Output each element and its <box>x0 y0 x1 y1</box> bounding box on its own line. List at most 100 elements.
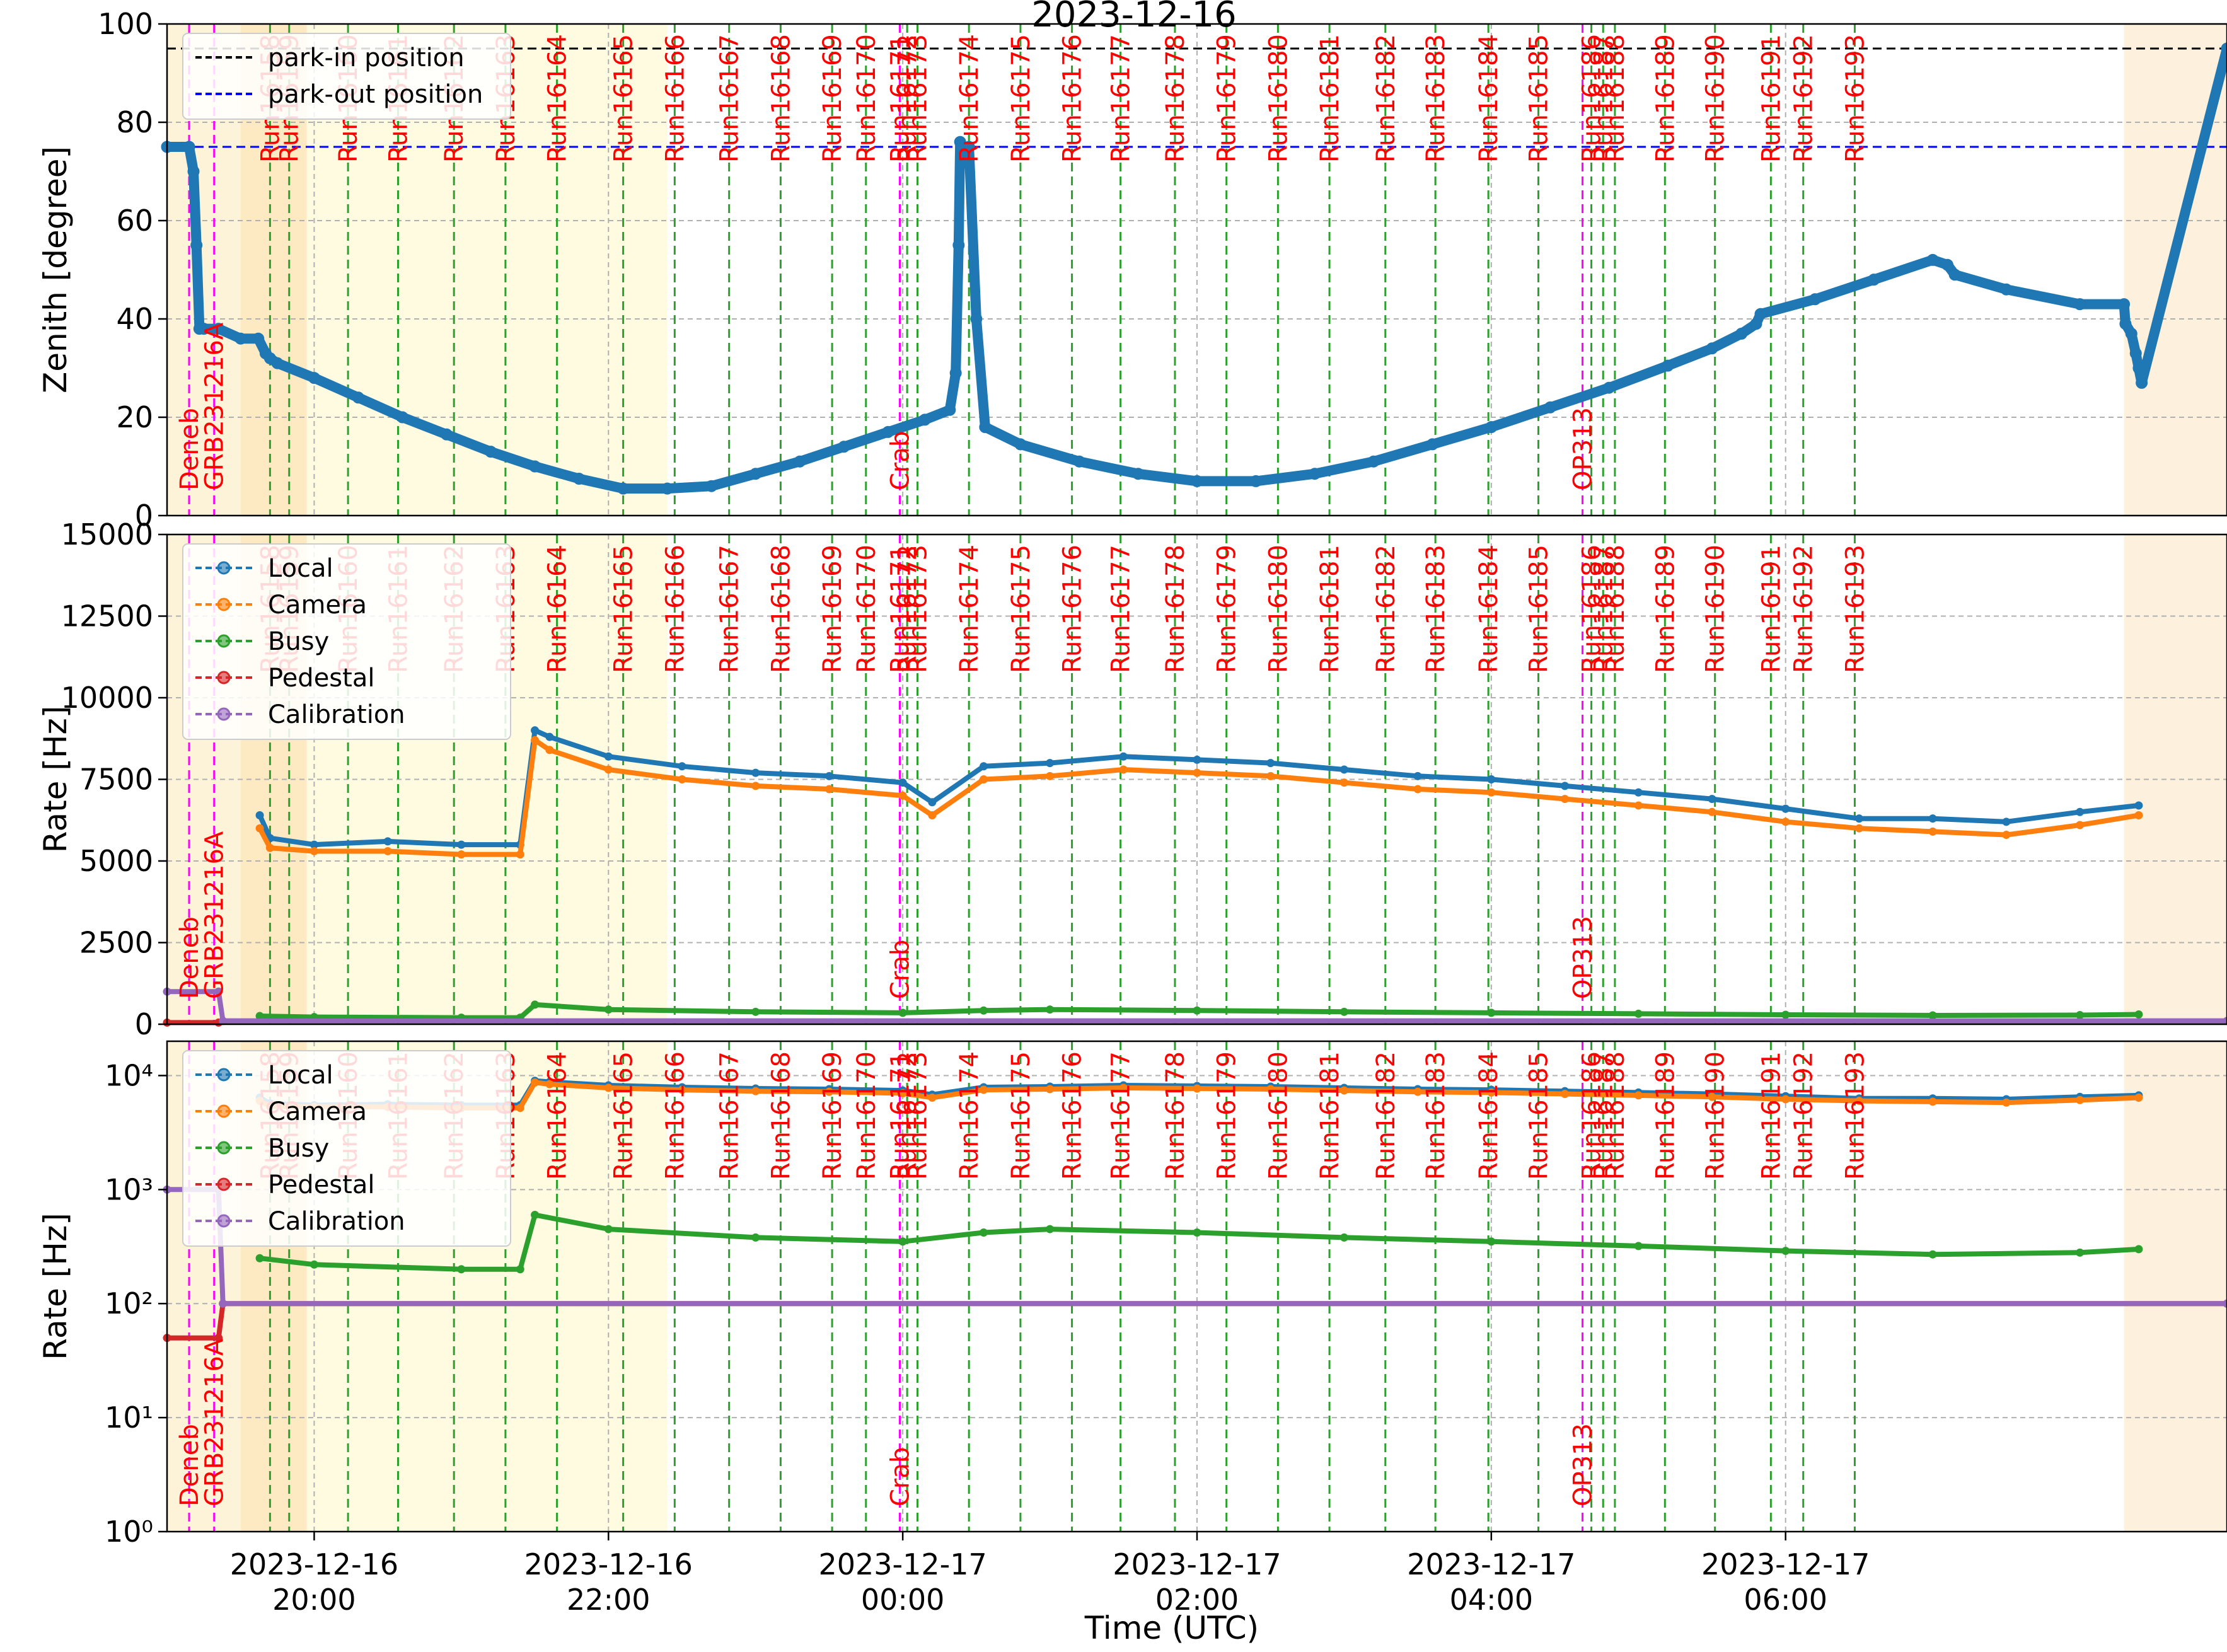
run-label-Run16189-p0: Run16189 <box>1651 34 1680 163</box>
zenith-ytick-label-5: 100 <box>98 7 153 41</box>
zenith-ytick-label-1: 20 <box>116 400 153 434</box>
rate-linear-ytick-label-6: 15000 <box>61 517 153 552</box>
run-label-Run16190-p1: Run16190 <box>1701 545 1730 673</box>
local-series-point-p1-0 <box>255 811 264 819</box>
run-label-Run16183-p2: Run16183 <box>1421 1051 1450 1180</box>
dawn-band-2 <box>2124 1041 2227 1532</box>
run-label-Run16184-p0: Run16184 <box>1474 34 1503 163</box>
camera-series-point-p1-17 <box>1193 768 1201 777</box>
busy-series-point-p1-16 <box>2076 1010 2085 1019</box>
zenith-series-point-p0-59 <box>2119 318 2132 330</box>
local-series-point-p1-24 <box>1708 795 1716 804</box>
busy-series-point-p1-14 <box>1781 1010 1790 1019</box>
run-label-Run16184-p1: Run16184 <box>1474 545 1503 673</box>
camera-series-point-p2-22 <box>1561 1090 1570 1099</box>
zenith-ylabel: Zenith [degree] <box>37 146 74 393</box>
zenith-series-point-p0-55 <box>1948 269 1961 281</box>
zenith-series-point-p0-21 <box>705 480 718 492</box>
zenith-series-point-p0-32 <box>963 141 975 153</box>
source-label-GRB231216A-p2: GRB231216A <box>200 1338 229 1506</box>
run-label-Run16183-p0: Run16183 <box>1421 34 1450 163</box>
local-series-point-p1-14 <box>980 762 988 771</box>
local-series-point-p1-26 <box>1854 814 1863 823</box>
xtick-time-1: 22:00 <box>567 1583 651 1617</box>
busy-series-point-p1-17 <box>2134 1010 2143 1019</box>
camera-series-point-p2-6 <box>531 1078 540 1087</box>
rate-linear-ytick-label-0: 0 <box>135 1007 153 1041</box>
camera-series-point-p1-5 <box>516 850 524 859</box>
camera-series-point-p2-20 <box>1413 1087 1422 1096</box>
run-label-Run16186-p1: Run16186 <box>1578 545 1607 673</box>
xtick-time-5: 06:00 <box>1744 1583 1827 1617</box>
camera-series-point-p2-30 <box>2134 1094 2143 1102</box>
source-label-Deneb-p2: Deneb <box>175 1424 204 1506</box>
run-label-Run16181-p1: Run16181 <box>1316 545 1345 673</box>
run-label-Run16168-p0: Run16168 <box>766 34 795 163</box>
local-series-point-p1-3 <box>383 837 392 846</box>
camera-series-point-p2-17 <box>1193 1084 1201 1093</box>
busy-series-point-p2-0 <box>255 1254 264 1262</box>
run-label-Run16189-p1: Run16189 <box>1651 545 1680 673</box>
run-label-Run16175-p1: Run16175 <box>1007 545 1036 673</box>
run-label-Run16171-p0: Run16171 <box>886 34 915 163</box>
run-label-Run16186-p0: Run16186 <box>1578 34 1607 163</box>
run-label-Run16190-p2: Run16190 <box>1701 1051 1730 1180</box>
zenith-series-point-p0-37 <box>1132 468 1145 480</box>
local-series-point-p1-4 <box>457 840 466 849</box>
rate-log-legend-marker-2 <box>217 1141 231 1155</box>
run-label-Run16164-p1: Run16164 <box>543 545 572 673</box>
camera-series-point-p1-13 <box>928 811 937 819</box>
camera-series-point-p2-29 <box>2076 1095 2085 1104</box>
camera-series-point-p2-16 <box>1119 1083 1128 1092</box>
calibration-series-point-p1-3 <box>2223 1017 2227 1025</box>
zenith-series-point-p0-34 <box>979 421 992 434</box>
rate-linear-legend-label-2: Busy <box>268 627 329 656</box>
zenith-series-point-p0-15 <box>441 428 453 441</box>
busy-series-point-p1-9 <box>1046 1005 1055 1014</box>
rate-log-ytick-label-2: 10² <box>105 1286 153 1320</box>
zenith-series-point-p0-57 <box>2074 298 2086 311</box>
xtick-time-3: 02:00 <box>1155 1583 1239 1617</box>
rate-log-legend-marker-4 <box>217 1214 231 1228</box>
zenith-series-point-p0-49 <box>1750 318 1762 330</box>
camera-series-point-p2-18 <box>1266 1085 1275 1094</box>
rate-log-ytick-label-3: 10³ <box>105 1172 153 1206</box>
camera-series-point-p1-12 <box>898 791 907 800</box>
busy-series-line-p2 <box>259 1212 2139 1272</box>
rate-linear-ytick-label-3: 7500 <box>79 763 153 797</box>
camera-series-point-p2-21 <box>1487 1088 1496 1097</box>
busy-series-point-p1-6 <box>751 1007 760 1016</box>
zenith-series-point-p0-25 <box>882 425 894 438</box>
camera-series-point-p2-12 <box>898 1089 907 1097</box>
local-series-point-p1-25 <box>1781 804 1790 813</box>
rate-linear-legend-box <box>182 543 511 740</box>
rate-linear-legend-marker-0 <box>217 561 231 575</box>
zenith-series-point-p0-39 <box>1249 475 1262 487</box>
busy-series-point-p2-15 <box>1928 1250 1937 1259</box>
run-label-Run16170-p2: Run16170 <box>852 1051 881 1180</box>
rate-log-legend-label-0: Local <box>268 1061 333 1090</box>
chart-title: 2023-12-16 <box>1031 0 1236 35</box>
local-series-point-p1-22 <box>1561 782 1570 790</box>
camera-series-point-p1-15 <box>1046 771 1055 780</box>
run-label-Run16165-p0: Run16165 <box>610 34 639 163</box>
busy-series-point-p2-7 <box>898 1237 907 1246</box>
run-label-Run16168-p2: Run16168 <box>766 1051 795 1180</box>
run-label-Run16174-p2: Run16174 <box>955 1051 984 1180</box>
rate-log-legend-label-1: Camera <box>268 1097 367 1126</box>
zenith-series-point-p0-61 <box>2129 347 2142 360</box>
zenith-series-point-p0-22 <box>749 468 762 480</box>
local-series-point-p1-15 <box>1046 759 1055 768</box>
rate-linear-legend-label-3: Pedestal <box>268 664 374 693</box>
source-label-Deneb-p0: Deneb <box>175 408 204 490</box>
run-label-Run16181-p0: Run16181 <box>1316 34 1345 163</box>
zenith-series-point-p0-53 <box>1926 253 1939 266</box>
rate-linear-ytick-label-1: 2500 <box>79 926 153 960</box>
camera-series-point-p1-29 <box>2076 821 2085 829</box>
run-label-Run16190-p0: Run16190 <box>1701 34 1730 163</box>
camera-series-point-p1-8 <box>604 765 613 774</box>
zenith-series-point-p0-19 <box>617 482 630 495</box>
camera-series-point-p2-7 <box>545 1080 554 1089</box>
